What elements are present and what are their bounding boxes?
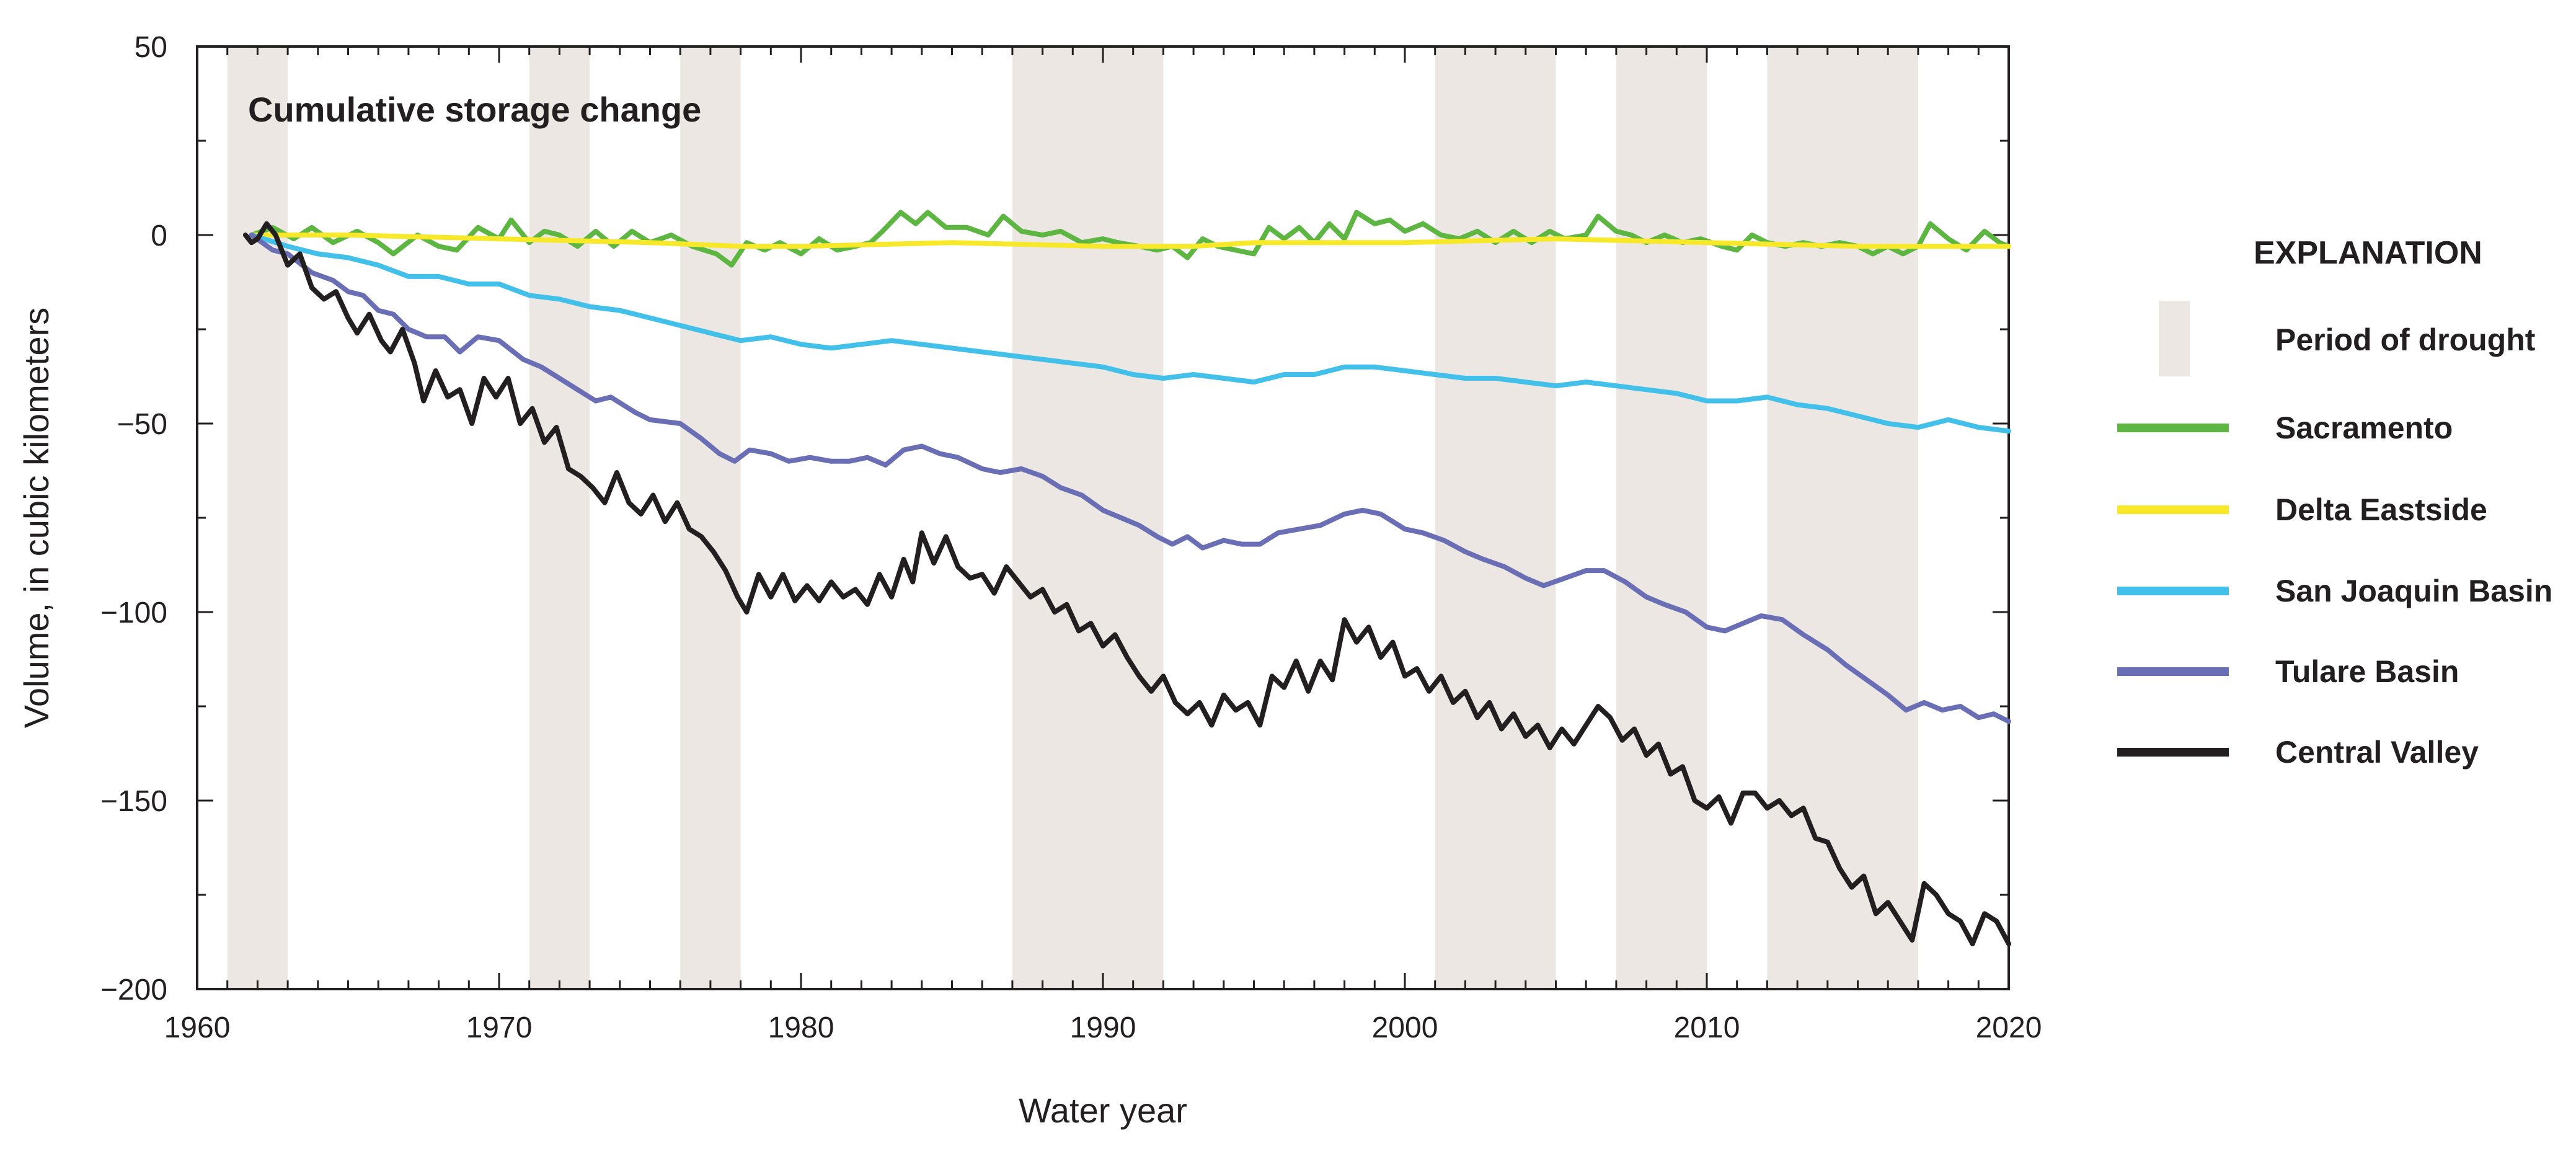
x-tick-label: 2010 [1674,1011,1740,1044]
y-tick-label: 50 [135,31,167,64]
x-tick-label: 1980 [768,1011,834,1044]
legend-label-drought: Period of drought [2275,322,2536,357]
y-tick-label: 0 [151,220,167,252]
drought-layer [227,47,1918,989]
drought-band-2007-2010 [1616,47,1707,989]
legend-drought-swatch [2159,301,2190,376]
legend-label-san-joaquin-basin: San Joaquin Basin [2275,574,2552,608]
y-tick-label: −50 [117,408,167,441]
series-line-san-joaquin-basin [249,233,2011,434]
series-layer [242,210,2011,946]
series-line-central-valley [242,221,2011,946]
y-axis-title: Volume, in cubic kilometers [17,308,56,729]
legend-label-sacramento: Sacramento [2275,411,2453,445]
y-tick-label: −100 [100,597,167,629]
drought-band-2001-2005 [1435,47,1556,989]
x-axis-title: Water year [1019,1091,1187,1130]
series-line-delta-eastside [249,233,2011,249]
series-line-tulare-basin [249,233,2011,724]
drought-band-1987-1992 [1012,47,1164,989]
legend-label-delta-eastside: Delta Eastside [2275,492,2487,527]
legend-label-central-valley: Central Valley [2275,735,2479,770]
chart-title: Cumulative storage change [248,90,701,129]
x-tick-label: 2000 [1372,1011,1438,1044]
x-tick-label: 2020 [1976,1011,2042,1044]
drought-band-1971-1973 [529,47,590,989]
y-tick-label: −200 [100,974,167,1006]
drought-band-2012-2017 [1767,47,1918,989]
legend: EXPLANATION Period of drought Sacramento D… [2117,235,2552,770]
x-tick-label: 1990 [1070,1011,1136,1044]
drought-band-1976-1978 [680,47,741,989]
tick-layer: 1960 1970 1980 1990 2000 2010 2020 50 0 −50 −100 −1… [100,31,2042,1044]
x-tick-label: 1960 [164,1011,231,1044]
drought-band-1961-1963 [227,47,288,989]
y-tick-label: −150 [100,785,167,818]
series-line-sacramento [249,210,2011,268]
x-tick-label: 1970 [466,1011,533,1044]
legend-title: EXPLANATION [2254,235,2482,271]
legend-label-tulare-basin: Tulare Basin [2275,654,2459,689]
